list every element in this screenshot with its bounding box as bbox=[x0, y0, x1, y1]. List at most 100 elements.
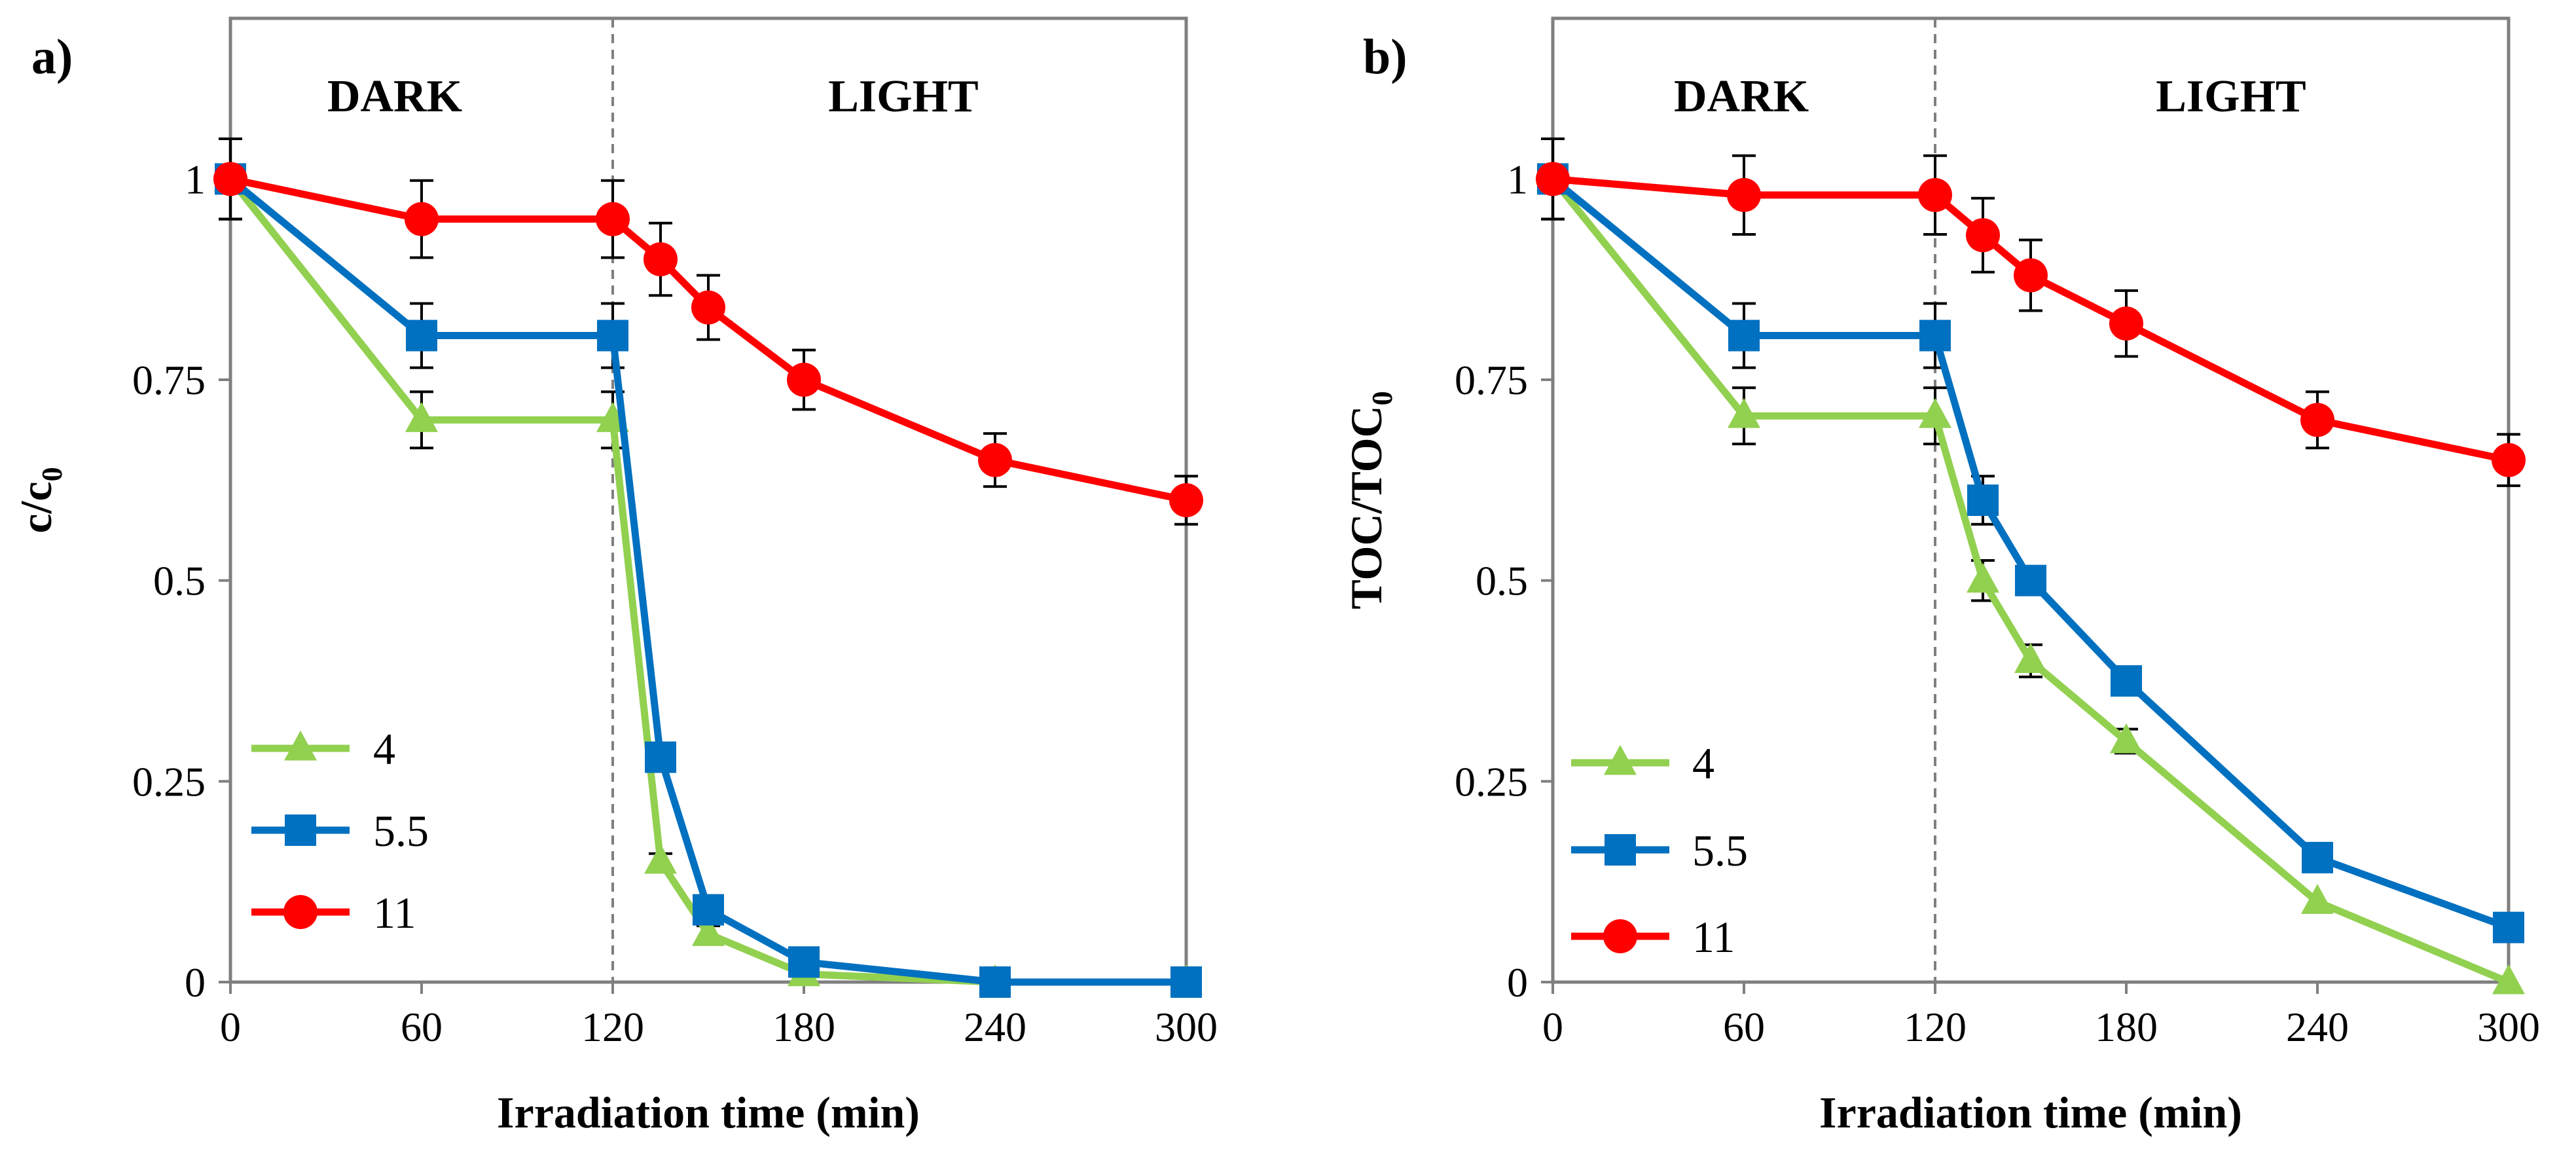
x-tick-label: 300 bbox=[1155, 1004, 1218, 1050]
data-point bbox=[644, 843, 677, 874]
data-point bbox=[692, 916, 725, 946]
legend-label: 4 bbox=[1692, 739, 1714, 788]
y-axis-title-subscript: 0 bbox=[36, 467, 68, 481]
data-point bbox=[405, 202, 439, 236]
series-11 bbox=[213, 137, 1203, 526]
legend-marker bbox=[283, 895, 317, 929]
legend-marker bbox=[285, 814, 316, 846]
legend-entry-5-5: 5.5 bbox=[251, 806, 429, 856]
x-tick-label: 240 bbox=[964, 1004, 1026, 1050]
data-point bbox=[1536, 162, 1570, 196]
data-point bbox=[787, 363, 821, 397]
legend-marker bbox=[284, 730, 317, 761]
data-point bbox=[644, 242, 678, 276]
data-point bbox=[2015, 564, 2046, 596]
data-point bbox=[2109, 306, 2143, 341]
data-point bbox=[1727, 177, 1761, 212]
y-axis-title-main: c/c bbox=[11, 481, 61, 533]
data-point bbox=[405, 402, 438, 432]
data-point bbox=[2014, 643, 2047, 673]
data-point bbox=[978, 443, 1012, 477]
region-label-dark: DARK bbox=[1674, 71, 1809, 122]
x-tick-label: 60 bbox=[1723, 1004, 1765, 1050]
y-tick-label: 1 bbox=[185, 156, 206, 202]
y-tick-label: 0.75 bbox=[1455, 357, 1528, 403]
y-axis-title: c/c0 bbox=[11, 467, 68, 533]
data-point bbox=[2301, 884, 2334, 914]
region-label-light: LIGHT bbox=[828, 71, 979, 122]
legend-marker bbox=[1604, 744, 1637, 775]
chart-panel-b: 0 60 120 180 240 300 0 0.25 0.5 0.75 1 Irradiation … bbox=[1341, 16, 2540, 1137]
data-point bbox=[406, 320, 437, 352]
data-point bbox=[691, 290, 725, 325]
legend-entry-11: 11 bbox=[1571, 912, 1735, 962]
y-tick-label: 1 bbox=[1507, 156, 1528, 202]
legend-label: 5.5 bbox=[373, 806, 429, 856]
series-5-5 bbox=[215, 137, 1202, 998]
x-axis-title: Irradiation time (min) bbox=[1819, 1088, 2242, 1137]
data-point bbox=[645, 741, 676, 773]
data-point bbox=[1728, 397, 1760, 428]
x-tick-label: 0 bbox=[1542, 1004, 1563, 1050]
legend-label: 4 bbox=[373, 724, 395, 774]
y-axis-title: TOC/TOC0 bbox=[1341, 391, 1398, 609]
legend-entry-11: 11 bbox=[251, 888, 416, 938]
data-point bbox=[596, 202, 630, 236]
data-point bbox=[2492, 443, 2526, 477]
legend-label: 5.5 bbox=[1692, 826, 1748, 875]
x-tick-label: 240 bbox=[2286, 1004, 2349, 1050]
data-point bbox=[1918, 177, 1952, 212]
y-tick-label: 0.5 bbox=[1476, 558, 1528, 604]
x-tick-label: 60 bbox=[401, 1004, 443, 1050]
series-line bbox=[1552, 175, 2510, 464]
data-point bbox=[2493, 911, 2524, 943]
x-axis-title: Irradiation time (min) bbox=[497, 1088, 920, 1137]
data-point bbox=[2492, 964, 2525, 995]
data-point bbox=[1967, 484, 1999, 516]
y-tick-label: 0.75 bbox=[132, 357, 206, 403]
data-point bbox=[2302, 841, 2333, 873]
data-point bbox=[693, 894, 724, 926]
panel-label: a) bbox=[31, 29, 73, 84]
legend-marker bbox=[1605, 834, 1636, 866]
y-axis-title-subscript: 0 bbox=[1366, 391, 1398, 405]
x-tick-label: 180 bbox=[772, 1004, 835, 1050]
series-line bbox=[1550, 176, 2510, 931]
data-point bbox=[2110, 723, 2143, 754]
data-point bbox=[597, 320, 628, 352]
legend-entry-4: 4 bbox=[251, 724, 395, 774]
data-point bbox=[1966, 218, 2000, 253]
data-point bbox=[788, 946, 820, 978]
legend-label: 11 bbox=[1692, 912, 1735, 962]
y-tick-label: 0 bbox=[1507, 959, 1528, 1006]
data-point bbox=[2300, 403, 2334, 437]
y-tick-label: 0.25 bbox=[1455, 758, 1528, 805]
series-11 bbox=[1536, 137, 2526, 487]
series-4 bbox=[214, 137, 1203, 995]
legend-label: 11 bbox=[373, 888, 416, 938]
series-line bbox=[228, 176, 1186, 986]
data-point bbox=[1919, 320, 1951, 352]
legend-marker bbox=[1603, 919, 1637, 953]
data-point bbox=[1170, 966, 1202, 998]
data-point bbox=[2111, 665, 2142, 697]
x-tick-label: 300 bbox=[2477, 1004, 2540, 1050]
y-axis-title-main: TOC/TOC bbox=[1341, 405, 1391, 609]
x-tick-label: 0 bbox=[220, 1004, 241, 1050]
panel-label: b) bbox=[1363, 29, 1407, 84]
data-point bbox=[2014, 258, 2048, 293]
x-tick-label: 180 bbox=[2095, 1004, 2158, 1050]
legend-entry-5-5: 5.5 bbox=[1571, 826, 1748, 875]
y-tick-label: 0.25 bbox=[132, 758, 206, 805]
data-point bbox=[1967, 562, 1999, 593]
region-label-dark: DARK bbox=[327, 71, 462, 122]
data-point bbox=[213, 162, 247, 196]
data-point bbox=[1919, 397, 1951, 428]
data-point bbox=[1169, 483, 1203, 517]
data-point bbox=[979, 966, 1011, 998]
series-line bbox=[229, 175, 1188, 504]
plot-area-border bbox=[1551, 16, 2511, 984]
y-tick-label: 0 bbox=[185, 959, 206, 1006]
